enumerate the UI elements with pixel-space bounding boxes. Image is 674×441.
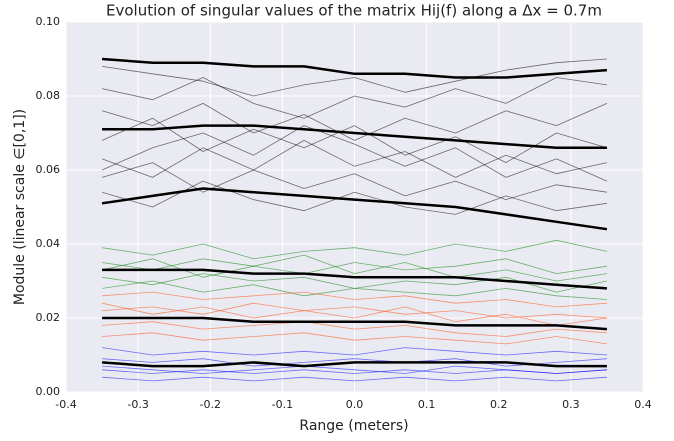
series-line bbox=[101, 103, 608, 141]
series-line bbox=[101, 302, 607, 326]
series-line bbox=[101, 117, 608, 163]
series-line bbox=[101, 162, 607, 200]
x-tick-label: 0.0 bbox=[346, 398, 364, 411]
series-line bbox=[101, 361, 607, 368]
x-tick-label: -0.3 bbox=[127, 398, 148, 411]
series-line bbox=[102, 124, 607, 150]
y-tick-label: 0.06 bbox=[36, 163, 61, 176]
series-line bbox=[102, 302, 607, 319]
x-tick-label: -0.2 bbox=[200, 398, 221, 411]
y-axis-label: Module (linear scale ∈[0,1]) bbox=[12, 109, 28, 305]
x-tick-label: 0.2 bbox=[490, 398, 508, 411]
x-axis-label: Range (meters) bbox=[299, 418, 408, 434]
series-line bbox=[102, 239, 608, 260]
series-line bbox=[102, 58, 607, 97]
y-tick-label: 0.00 bbox=[36, 385, 61, 398]
series-line bbox=[102, 365, 607, 374]
series-line bbox=[102, 258, 607, 274]
chart-title: Evolution of singular values of the matr… bbox=[106, 2, 602, 20]
x-tick-label: -0.4 bbox=[55, 398, 76, 411]
series-line bbox=[101, 57, 608, 79]
y-tick-label: 0.02 bbox=[36, 311, 61, 324]
x-tick-label: -0.1 bbox=[272, 398, 293, 411]
series-line bbox=[102, 280, 607, 300]
x-tick-label: 0.1 bbox=[418, 398, 436, 411]
series-line bbox=[102, 321, 607, 337]
series-line bbox=[102, 332, 607, 345]
series-line bbox=[102, 291, 607, 308]
series-line bbox=[101, 187, 608, 231]
series-line bbox=[102, 316, 608, 331]
y-tick-label: 0.10 bbox=[36, 15, 61, 28]
x-tick-label: 0.3 bbox=[562, 398, 580, 411]
series-line bbox=[102, 347, 607, 356]
series-line bbox=[101, 77, 607, 119]
series-line bbox=[102, 376, 607, 382]
series-line bbox=[101, 125, 608, 182]
x-tick-label: 0.4 bbox=[634, 398, 652, 411]
y-tick-label: 0.04 bbox=[36, 237, 61, 250]
series-line bbox=[102, 268, 608, 290]
y-tick-label: 0.08 bbox=[36, 89, 61, 102]
series-line bbox=[101, 140, 608, 178]
